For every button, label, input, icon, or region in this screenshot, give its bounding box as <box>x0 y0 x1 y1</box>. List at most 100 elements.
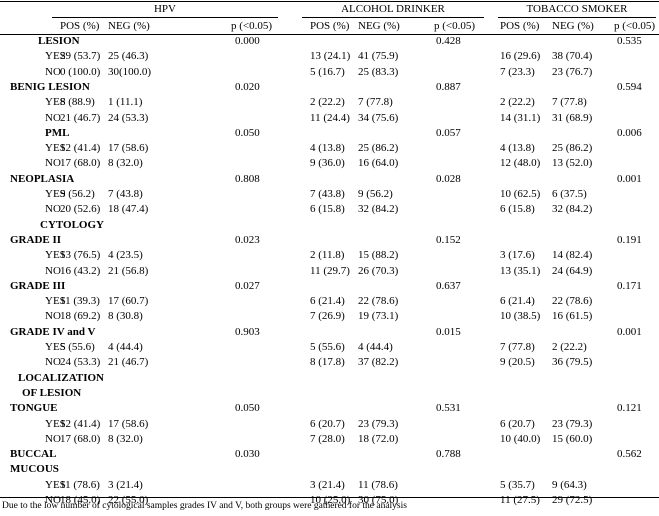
bottom-rule <box>0 497 659 498</box>
group-header: TOBACCO SMOKER <box>526 3 628 15</box>
table-cell: 3 (21.4) <box>108 478 143 491</box>
table-cell: 9 (56.2) <box>358 188 393 200</box>
table-cell: 16 (29.6) <box>500 50 541 63</box>
row-label: NO <box>45 264 61 277</box>
section-label: PML <box>45 126 70 139</box>
table-cell: 2 (22.2) <box>500 96 535 109</box>
table-cell: 32 (84.2) <box>358 203 399 216</box>
table-cell: 4 (13.8) <box>500 142 535 155</box>
table-cell: 25 (83.3) <box>358 65 399 78</box>
table-cell: 9 (64.3) <box>552 478 587 491</box>
row-label: YES <box>45 96 66 109</box>
group-header: ALCOHOL DRINKER <box>341 3 445 15</box>
row-label: YES <box>45 417 66 430</box>
table-cell: 2 (22.2) <box>552 341 587 353</box>
table-cell: 13 (35.1) <box>500 264 541 277</box>
table-cell: 24 (53.3) <box>108 111 149 124</box>
table-cell: 7 (43.8) <box>108 188 143 200</box>
section-label: OF LESION <box>22 386 82 399</box>
row-label: YES <box>45 295 66 308</box>
row-label: NO <box>45 310 61 323</box>
p-value: 0.531 <box>436 402 461 415</box>
table-cell: 6 (20.7) <box>500 417 535 430</box>
row-label: YES <box>45 341 66 353</box>
table-cell: 29 (53.7) <box>60 50 101 63</box>
row-label: NO <box>45 432 61 445</box>
table-cell: 34 (75.6) <box>358 111 399 124</box>
p-value: 0.535 <box>617 35 642 47</box>
table-cell: 17 (68.0) <box>60 432 101 445</box>
table-cell: 7 (77.8) <box>500 341 535 353</box>
table-cell: 3 (17.6) <box>500 249 535 262</box>
section-label: NEOPLASIA <box>10 172 75 185</box>
table-cell: 22 (78.6) <box>358 295 399 308</box>
table-cell: 8 (30.8) <box>108 310 143 323</box>
column-header: NEG (%) <box>108 20 150 32</box>
table-cell: 6 (15.8) <box>310 203 345 216</box>
column-header: NEG (%) <box>358 20 400 32</box>
table-cell: 18 (69.2) <box>60 310 101 323</box>
section-label: TONGUE <box>10 402 58 415</box>
p-value: 0.903 <box>235 325 260 338</box>
section-label: CYTOLOGY <box>40 218 104 231</box>
section-label: LESION <box>38 35 80 47</box>
row-label: YES <box>45 50 66 63</box>
table-cell: 18 (72.0) <box>358 432 399 445</box>
table-cell: 11 (78.6) <box>60 478 100 491</box>
p-value: 0.171 <box>617 279 642 292</box>
table-cell: 23 (79.3) <box>358 417 399 430</box>
row-label: NO <box>45 356 61 369</box>
p-value: 0.020 <box>235 80 260 93</box>
group-underline <box>52 17 278 18</box>
table-cell: 5 (16.7) <box>310 65 345 78</box>
table-cell: 6 (21.4) <box>500 295 535 308</box>
table-cell: 11 (39.3) <box>60 295 100 308</box>
p-value: 0.027 <box>235 279 260 292</box>
row-label: YES <box>45 478 66 491</box>
row-label: NO <box>45 111 61 124</box>
table-cell: 8 (32.0) <box>108 432 143 445</box>
table-cell: 7 (77.8) <box>358 96 393 109</box>
table-cell: 10 (38.5) <box>500 310 541 323</box>
table-cell: 7 (77.8) <box>552 96 587 109</box>
table-cell: 41 (75.9) <box>358 50 399 63</box>
table-cell: 9 (56.2) <box>60 188 95 200</box>
p-value: 0.001 <box>617 325 642 338</box>
table-cell: 8 (88.9) <box>60 96 95 109</box>
p-value: 0.637 <box>436 279 461 292</box>
top-rule <box>0 1 659 2</box>
p-value: 0.594 <box>617 80 642 93</box>
table-cell: 21 (56.8) <box>108 264 149 277</box>
table-cell: 12 (41.4) <box>60 417 101 430</box>
table-cell: 0 (100.0) <box>60 65 101 78</box>
p-value: 0.428 <box>436 35 461 47</box>
table-cell: 16 (43.2) <box>60 264 101 277</box>
table-cell: 37 (82.2) <box>358 356 399 369</box>
section-label: GRADE II <box>10 233 62 246</box>
table-cell: 24 (64.9) <box>552 264 593 277</box>
table-cell: 8 (17.8) <box>310 356 345 369</box>
table-cell: 4 (23.5) <box>108 249 143 262</box>
table-cell: 4 (44.4) <box>358 341 393 353</box>
section-label: BUCCAL <box>10 448 57 461</box>
row-label: NO <box>45 203 61 216</box>
table-cell: 22 (78.6) <box>552 295 593 308</box>
table-cell: 20 (52.6) <box>60 203 101 216</box>
group-underline <box>498 17 656 18</box>
table-cell: 4 (44.4) <box>108 341 143 353</box>
p-value: 0.000 <box>235 35 260 47</box>
p-value: 0.887 <box>436 80 461 93</box>
table-cell: 36 (79.5) <box>552 356 593 369</box>
p-value: 0.788 <box>436 448 461 461</box>
p-value: 0.050 <box>235 126 260 139</box>
section-label: GRADE III <box>10 279 66 292</box>
table-cell: 17 (60.7) <box>108 295 149 308</box>
table-cell: 10 (40.0) <box>500 432 541 445</box>
group-underline <box>302 17 484 18</box>
row-label: YES <box>45 188 66 200</box>
column-header: NEG (%) <box>552 20 594 32</box>
table-cell: 13 (52.0) <box>552 157 593 170</box>
p-value: 0.015 <box>436 325 461 338</box>
table-cell: 29 (72.5) <box>552 494 593 506</box>
table-cell: 15 (88.2) <box>358 249 399 262</box>
